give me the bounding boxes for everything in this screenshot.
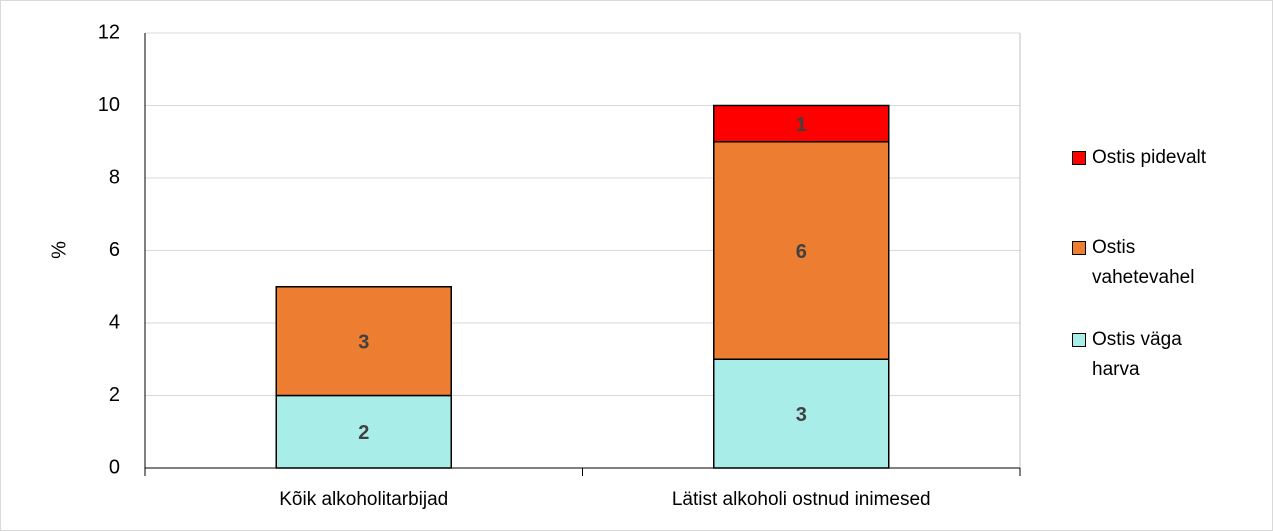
data-label: 2 (358, 422, 369, 444)
bar-segment (713, 141, 890, 360)
data-label: 1 (796, 114, 807, 136)
y-tick-label: 10 (98, 94, 120, 116)
y-tick-label: 6 (109, 239, 120, 261)
data-label: 3 (358, 331, 369, 353)
bar-segment (713, 104, 890, 143)
legend-swatch (1072, 241, 1086, 255)
data-label: 6 (796, 241, 807, 263)
legend-item: Ostis väga harva (1072, 325, 1222, 385)
legend-item: Ostis pidevalt (1072, 143, 1222, 173)
bar-segment (275, 286, 452, 397)
legend-label: Ostis väga harva (1092, 329, 1182, 380)
legend-swatch (1072, 151, 1086, 165)
y-tick-label: 4 (109, 311, 120, 333)
x-tick-label: Lätist alkoholi ostnud inimesed (672, 489, 931, 510)
legend-label: Ostis pidevalt (1092, 147, 1207, 168)
legend-label: Ostis vahetevahel (1092, 237, 1195, 288)
legend-swatch (1072, 333, 1086, 347)
y-tick-label: 2 (109, 384, 120, 406)
legend-item: Ostis vahetevahel (1072, 233, 1222, 293)
y-axis-label: % (48, 241, 70, 259)
bar-segment (275, 394, 452, 469)
y-tick-label: 12 (98, 21, 120, 43)
y-tick-label: 0 (109, 456, 120, 478)
bar-segment (713, 358, 890, 469)
y-tick-label: 8 (109, 166, 120, 188)
x-tick-label: Kõik alkoholitarbijad (279, 489, 448, 510)
data-label: 3 (796, 404, 807, 426)
